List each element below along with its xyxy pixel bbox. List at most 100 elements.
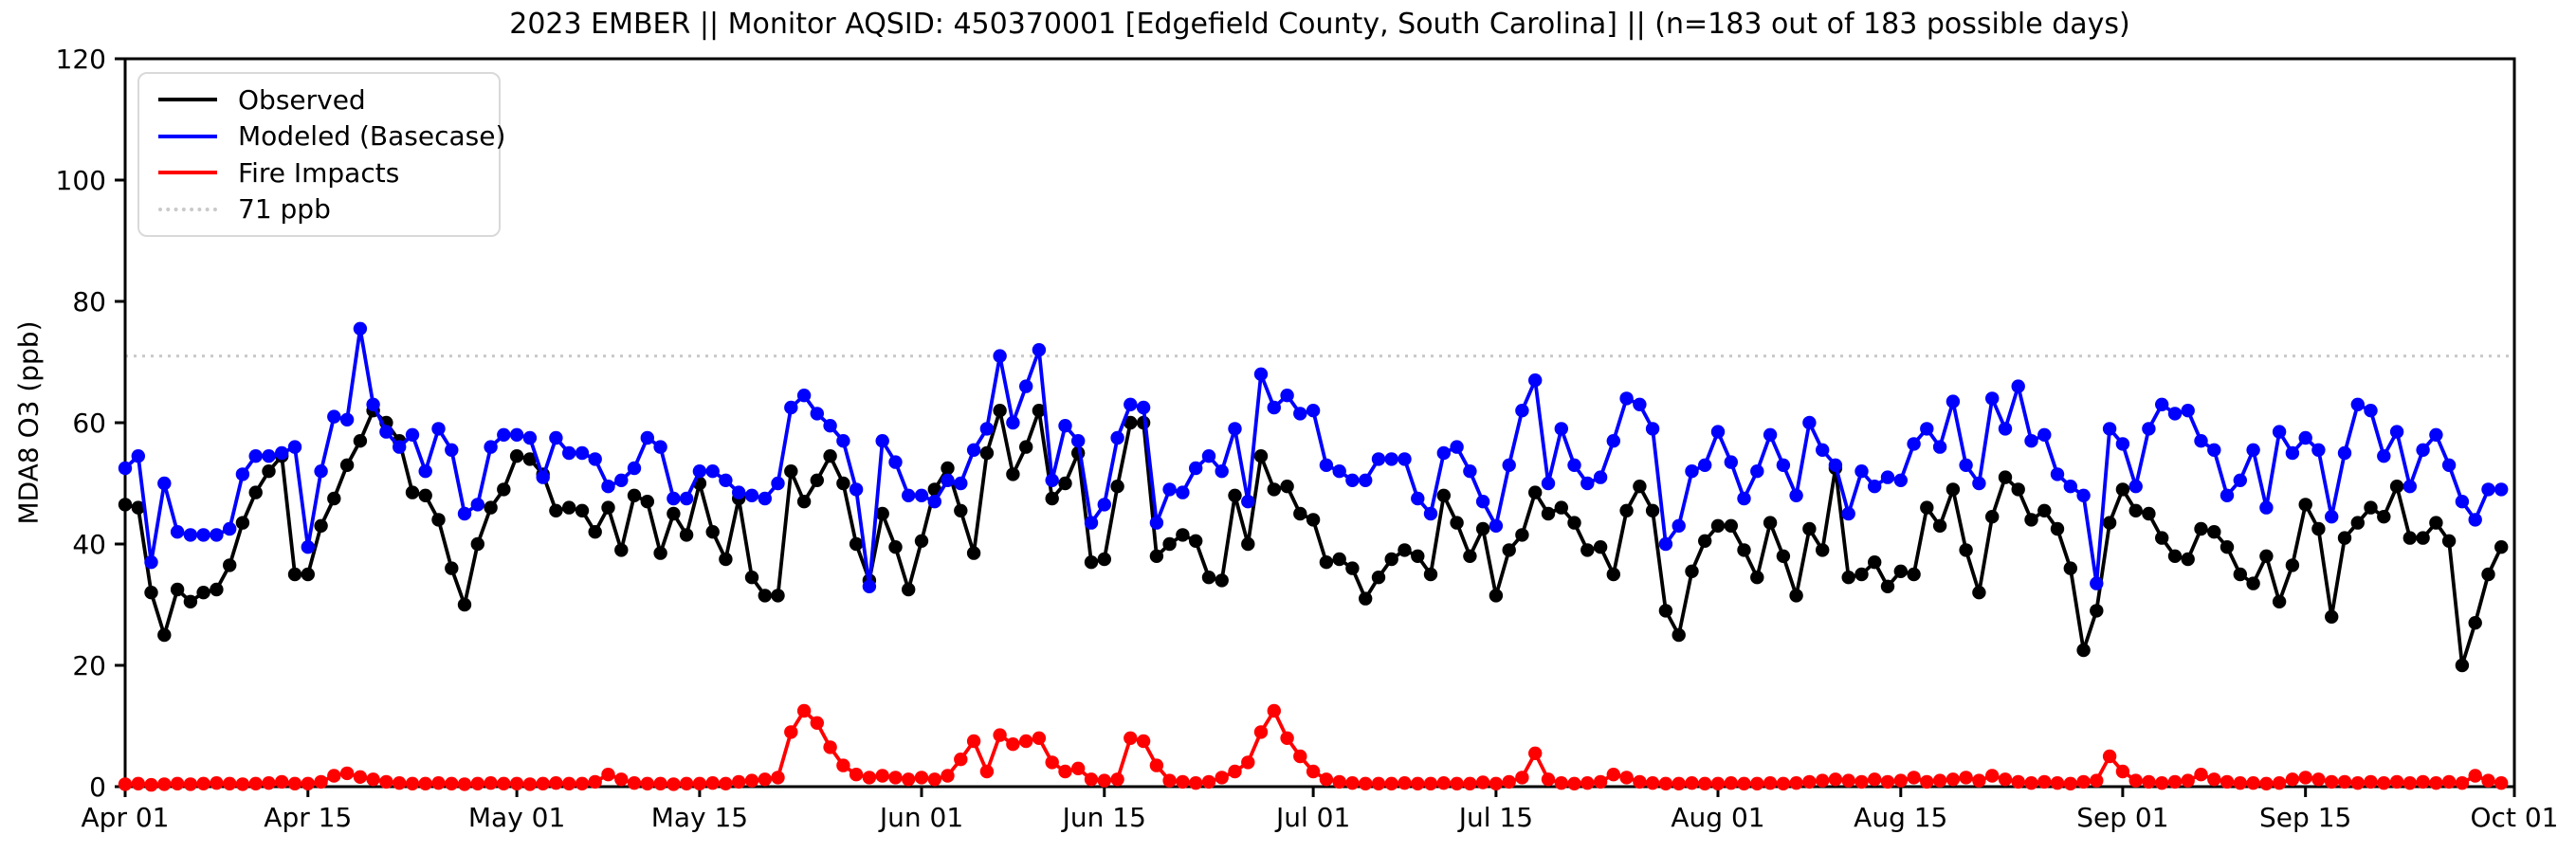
data-point <box>927 495 941 509</box>
data-point <box>1710 776 1726 790</box>
data-point <box>1032 343 1047 357</box>
data-point <box>549 430 563 445</box>
data-point <box>2416 531 2430 545</box>
data-point <box>1475 521 1490 536</box>
data-point <box>1423 776 1438 790</box>
data-point <box>640 495 654 509</box>
data-point <box>979 764 995 779</box>
data-point <box>1724 776 1739 790</box>
data-point <box>1541 772 1556 787</box>
x-tick-label: Jul 01 <box>1274 802 1350 833</box>
data-point <box>1201 449 1216 463</box>
data-point <box>614 543 629 557</box>
data-point <box>1567 776 1581 790</box>
x-tick-label: May 01 <box>468 802 565 833</box>
data-point <box>902 488 916 502</box>
legend-label-observed: Observed <box>238 83 366 116</box>
data-point <box>1436 776 1452 790</box>
data-point <box>2455 495 2470 509</box>
data-point <box>366 772 380 787</box>
data-point <box>522 777 538 791</box>
data-point <box>1515 528 1529 542</box>
data-point <box>275 774 289 789</box>
data-point <box>2167 774 2183 789</box>
data-point <box>457 597 472 612</box>
data-point <box>796 389 812 403</box>
data-point <box>1724 518 1739 533</box>
data-point <box>1946 394 1961 408</box>
data-point <box>1868 480 1882 494</box>
data-point <box>287 440 302 454</box>
data-point <box>353 770 368 784</box>
data-point <box>418 488 432 502</box>
data-point <box>2233 473 2247 487</box>
legend-item-threshold: 71 ppb <box>158 191 489 227</box>
data-point <box>575 445 590 461</box>
data-point <box>1319 555 1334 570</box>
data-point <box>732 485 746 499</box>
data-point <box>1332 552 1346 567</box>
data-point <box>2207 772 2221 787</box>
data-point <box>2377 776 2391 790</box>
data-point <box>1189 534 1203 548</box>
data-point <box>2102 749 2117 764</box>
legend: Observed Modeled (Basecase) Fire Impacts… <box>137 72 505 237</box>
data-point <box>497 427 511 442</box>
data-point <box>1750 464 1764 479</box>
data-point <box>445 443 459 457</box>
data-point <box>1423 506 1438 521</box>
data-point <box>2429 516 2443 530</box>
data-point <box>1489 776 1504 790</box>
data-point <box>2246 776 2260 790</box>
data-point <box>1567 516 1581 530</box>
data-point <box>979 445 995 461</box>
data-point <box>1019 734 1033 749</box>
y-tick-label: 100 <box>56 165 106 196</box>
data-point <box>1645 422 1660 436</box>
data-point <box>2128 773 2143 788</box>
data-point <box>1149 758 1164 772</box>
data-point <box>301 776 315 790</box>
data-point <box>497 776 511 790</box>
data-point <box>1828 772 1843 787</box>
data-point <box>1816 443 1830 457</box>
data-point <box>1097 498 1112 512</box>
data-point <box>1253 449 1269 463</box>
data-point <box>1959 771 1973 785</box>
data-point <box>2325 609 2339 624</box>
data-point <box>1710 518 1726 533</box>
data-point <box>941 473 955 487</box>
data-point <box>196 776 210 790</box>
data-point <box>1816 543 1830 557</box>
data-point <box>1267 703 1282 718</box>
data-point <box>1450 440 1464 454</box>
data-point <box>393 776 407 790</box>
data-point <box>1985 769 2000 783</box>
data-point <box>2011 774 2025 789</box>
data-point <box>771 771 785 785</box>
data-point <box>2272 425 2287 439</box>
data-point <box>1359 473 1373 487</box>
data-point <box>262 464 276 479</box>
data-point <box>2429 427 2443 442</box>
data-point <box>2311 772 2326 787</box>
data-point <box>1149 516 1164 530</box>
data-point <box>183 777 198 791</box>
data-point <box>679 776 694 790</box>
data-point <box>470 536 484 552</box>
data-point <box>2011 379 2025 393</box>
data-point <box>1384 552 1398 567</box>
data-point <box>1228 488 1242 502</box>
data-point <box>2155 531 2169 545</box>
data-point <box>888 455 903 469</box>
data-point <box>170 525 185 539</box>
data-point <box>327 491 341 506</box>
data-point <box>1489 518 1504 533</box>
data-point <box>927 772 941 787</box>
data-point <box>2377 510 2391 524</box>
legend-label-modeled: Modeled (Basecase) <box>238 120 506 153</box>
data-point <box>1019 440 1033 454</box>
data-point <box>954 753 968 767</box>
data-point <box>705 464 720 479</box>
data-point <box>758 589 772 603</box>
